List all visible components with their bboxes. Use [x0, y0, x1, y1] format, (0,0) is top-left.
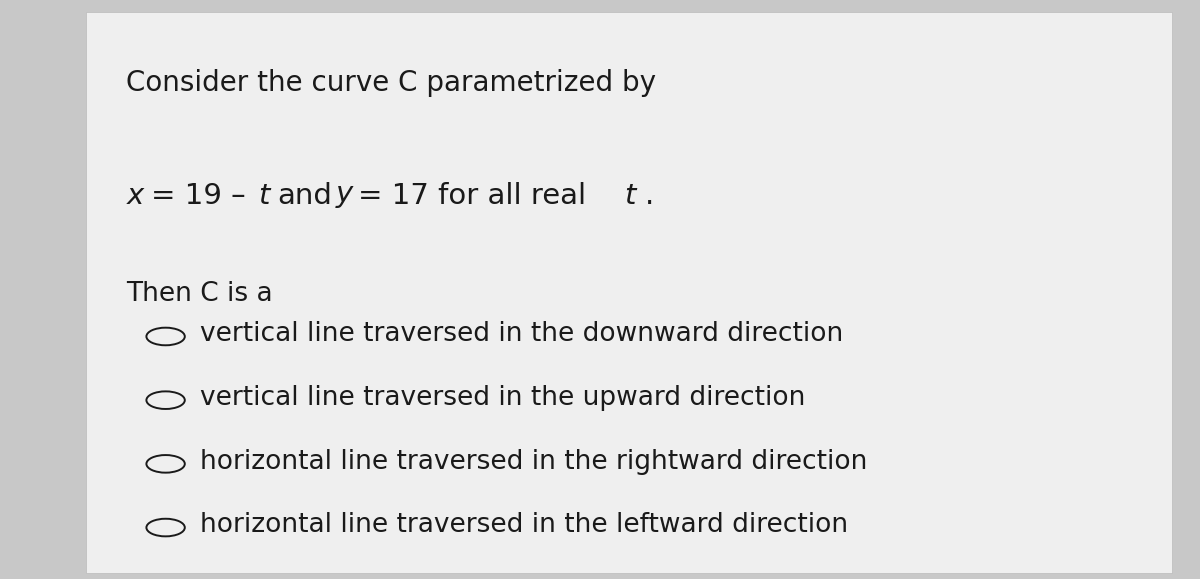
- Text: and: and: [277, 182, 332, 210]
- Text: Consider the curve C parametrized by: Consider the curve C parametrized by: [126, 69, 656, 97]
- Text: = 19 –: = 19 –: [151, 182, 246, 210]
- Text: Then C is a: Then C is a: [126, 281, 272, 307]
- Text: horizontal line traversed in the rightward direction: horizontal line traversed in the rightwa…: [200, 449, 868, 475]
- Text: $x$: $x$: [126, 182, 146, 210]
- Text: vertical line traversed in the upward direction: vertical line traversed in the upward di…: [200, 385, 805, 411]
- FancyBboxPatch shape: [86, 12, 1172, 573]
- Text: = 17 for all real: = 17 for all real: [358, 182, 586, 210]
- Text: horizontal line traversed in the leftward direction: horizontal line traversed in the leftwar…: [200, 512, 848, 538]
- Text: $t$: $t$: [258, 182, 272, 210]
- Text: vertical line traversed in the downward direction: vertical line traversed in the downward …: [200, 321, 844, 347]
- Text: .: .: [644, 182, 654, 210]
- Text: $t$: $t$: [624, 182, 638, 210]
- Text: $y$: $y$: [335, 182, 355, 210]
